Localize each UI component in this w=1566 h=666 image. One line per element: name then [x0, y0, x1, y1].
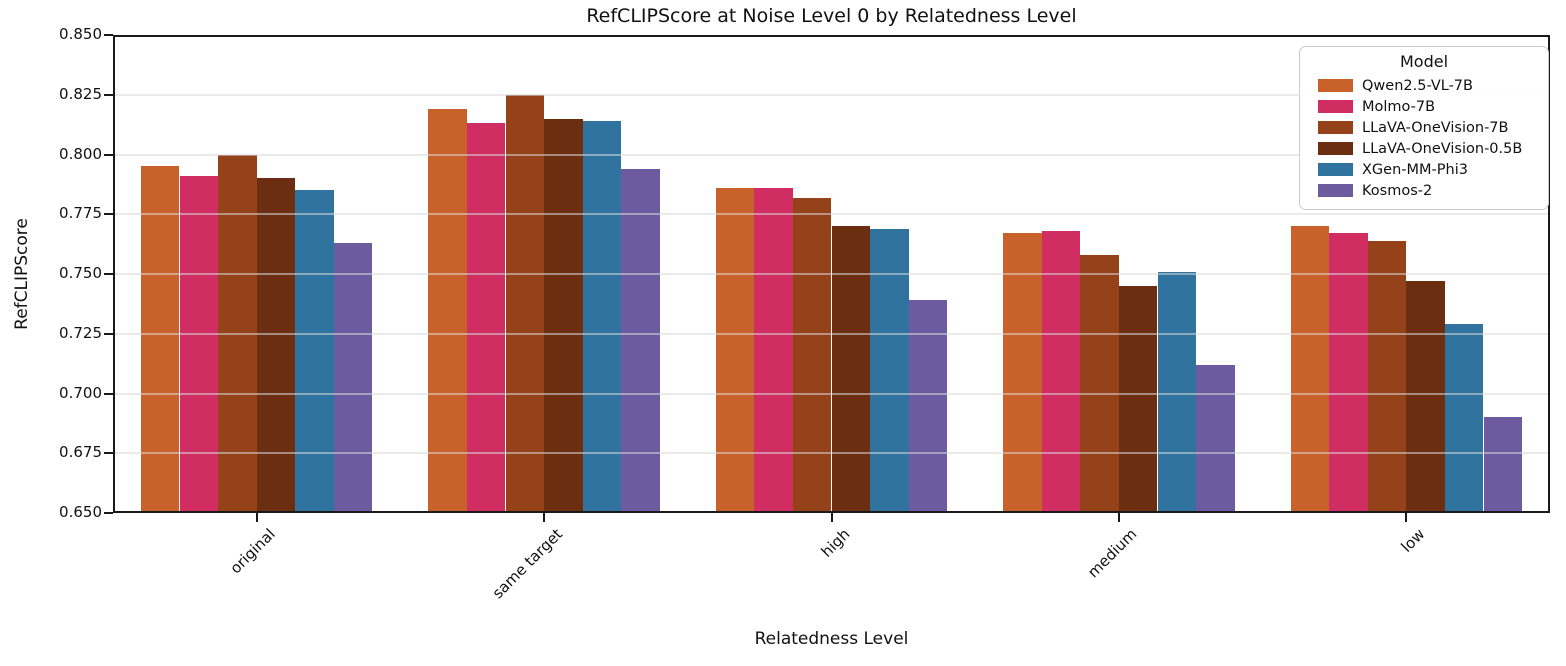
x-tick-label: low	[1397, 525, 1429, 556]
bar-kosmos-2-same-target	[621, 168, 660, 511]
bar-llava-onevision-0-5b-low	[1406, 281, 1445, 511]
x-tick-mark	[1405, 513, 1408, 522]
legend-item: XGen-MM-Phi3	[1310, 159, 1538, 180]
x-tick-mark	[543, 513, 546, 522]
y-tick-label: 0.675	[59, 443, 102, 462]
bar-qwen2-5-vl-7b-high	[715, 187, 755, 511]
legend-swatch-llava-onevision-0-5b	[1318, 142, 1353, 155]
legend-item: LLaVA-OneVision-7B	[1310, 117, 1538, 138]
legend-label: Qwen2.5-VL-7B	[1362, 77, 1473, 94]
legend-label: LLaVA-OneVision-7B	[1362, 119, 1509, 136]
bar-xgen-mm-phi3-same-target	[582, 121, 622, 511]
bar-llava-onevision-0-5b-high	[831, 226, 871, 511]
bar-xgen-mm-phi3-high	[870, 228, 909, 511]
bar-molmo-7b-medium	[1041, 230, 1081, 511]
bar-llava-onevision-7b-low	[1367, 240, 1407, 511]
bar-molmo-7b-high	[754, 187, 793, 511]
bar-llava-onevision-7b-high	[792, 197, 832, 511]
chart-title: RefCLIPScore at Noise Level 0 by Related…	[586, 5, 1077, 27]
bar-xgen-mm-phi3-medium	[1157, 271, 1197, 511]
bar-molmo-7b-original	[179, 176, 219, 511]
bar-qwen2-5-vl-7b-medium	[1003, 233, 1042, 511]
x-axis-label: Relatedness Level	[754, 629, 909, 649]
bar-llava-onevision-0-5b-original	[256, 178, 296, 511]
legend-label: Molmo-7B	[1362, 98, 1436, 115]
y-tick-mark	[104, 392, 113, 395]
y-tick-mark	[104, 273, 113, 275]
bar-kosmos-2-high	[908, 300, 948, 511]
x-tick-mark	[1117, 513, 1120, 522]
legend-label: XGen-MM-Phi3	[1362, 161, 1468, 178]
y-tick-mark	[104, 512, 113, 514]
bar-qwen2-5-vl-7b-original	[140, 166, 180, 511]
bar-qwen2-5-vl-7b-same-target	[428, 109, 467, 511]
x-tick-label: original	[226, 525, 279, 578]
y-tick-label: 0.700	[59, 383, 102, 402]
gridline	[115, 93, 1548, 96]
y-tick-mark	[104, 93, 113, 96]
legend-swatch-xgen-mm-phi3	[1318, 163, 1353, 176]
y-tick-label: 0.650	[59, 503, 102, 521]
legend: Model Qwen2.5-VL-7B Molmo-7B LLaVA-OneVisi…	[1299, 46, 1549, 210]
y-tick-label: 0.850	[59, 25, 102, 43]
legend-item: Molmo-7B	[1310, 96, 1538, 117]
y-tick-mark	[104, 213, 113, 216]
x-tick-mark	[255, 513, 258, 522]
y-tick-mark	[104, 153, 113, 156]
legend-label: Kosmos-2	[1362, 182, 1433, 199]
bar-molmo-7b-low	[1329, 233, 1368, 511]
x-tick-label: same target	[488, 525, 566, 603]
legend-swatch-qwen2-5-vl-7b	[1318, 79, 1353, 92]
bar-llava-onevision-7b-medium	[1080, 254, 1119, 511]
bar-kosmos-2-medium	[1196, 364, 1235, 511]
bar-qwen2-5-vl-7b-low	[1290, 226, 1330, 511]
legend-item: Qwen2.5-VL-7B	[1310, 75, 1538, 96]
bar-xgen-mm-phi3-low	[1444, 324, 1484, 511]
bar-llava-onevision-0-5b-medium	[1118, 285, 1158, 511]
bar-kosmos-2-original	[333, 242, 373, 511]
bar-kosmos-2-low	[1483, 417, 1523, 511]
gridline	[115, 452, 1548, 455]
x-tick-label: medium	[1084, 525, 1141, 582]
y-tick-label: 0.800	[59, 144, 102, 163]
y-tick-mark	[104, 332, 113, 335]
legend-title: Model	[1399, 52, 1449, 71]
legend-item: Kosmos-2	[1310, 180, 1538, 201]
legend-label: LLaVA-OneVision-0.5B	[1362, 140, 1523, 157]
gridline	[115, 273, 1548, 275]
gridline	[115, 153, 1548, 156]
legend-swatch-llava-onevision-7b	[1318, 121, 1353, 134]
bar-xgen-mm-phi3-original	[295, 190, 334, 511]
bar-llava-onevision-7b-same-target	[505, 94, 545, 511]
gridline	[115, 213, 1548, 216]
legend-item: LLaVA-OneVision-0.5B	[1310, 138, 1538, 159]
legend-swatch-molmo-7b	[1318, 100, 1353, 113]
y-tick-label: 0.725	[59, 323, 102, 342]
bar-llava-onevision-0-5b-same-target	[544, 118, 583, 511]
y-tick-mark	[104, 452, 113, 455]
legend-swatch-kosmos-2	[1318, 184, 1353, 197]
bar-molmo-7b-same-target	[466, 123, 506, 511]
y-tick-label: 0.775	[59, 204, 102, 223]
gridline	[115, 392, 1548, 395]
y-tick-mark	[104, 34, 113, 36]
x-tick-label: high	[817, 525, 854, 561]
x-tick-mark	[830, 513, 833, 522]
y-tick-label: 0.825	[59, 84, 102, 103]
y-tick-label: 0.750	[59, 264, 102, 282]
gridline	[115, 332, 1548, 335]
